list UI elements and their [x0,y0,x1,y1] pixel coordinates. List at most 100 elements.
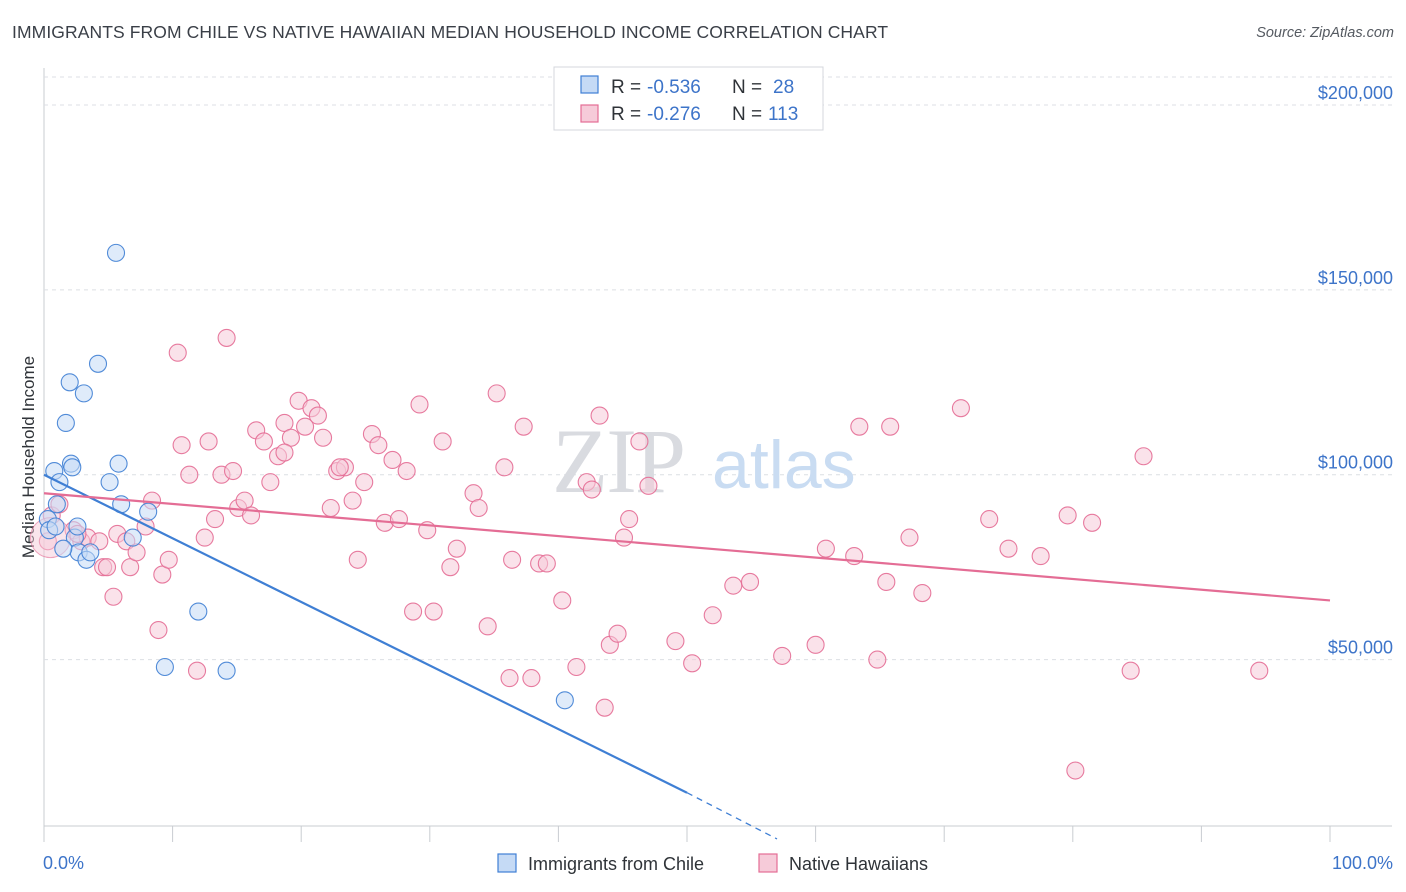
data-point-chile [109,454,128,473]
y-tick-label: $200,000 [1318,83,1393,103]
data-point-native-hawaiian [469,498,488,518]
data-point-native-hawaiian [348,550,367,569]
data-point-native-hawaiian [330,458,349,477]
legend-n-value-2: 113 [768,104,798,125]
data-point-native-hawaiian [595,698,614,717]
y-tick-labels: $50,000 $100,000 $150,000 $200,000 [1318,83,1393,658]
data-point-native-hawaiian [314,428,333,447]
data-point-chile [139,502,158,521]
data-point-native-hawaiian [355,473,374,492]
data-point-native-hawaiian [195,528,214,547]
series-legend: Immigrants from Chile Native Hawaiians [497,853,928,874]
data-point-chile [100,473,119,492]
data-point-native-hawaiian [868,650,887,669]
legend-box [553,66,824,131]
bottom-legend-label-chile: Immigrants from Chile [528,854,704,874]
data-point-native-hawaiian [500,669,519,688]
legend-r-value-1: -0.536 [647,77,701,98]
data-point-native-hawaiian [877,572,896,592]
data-point-native-hawaiian [881,417,900,436]
trend-line-native-hawaiians [43,492,1331,602]
data-point-native-hawaiian [199,432,218,451]
data-point-native-hawaiian [447,539,466,558]
data-point-native-hawaiian [180,465,199,484]
gridlines [44,76,1392,661]
data-point-native-hawaiian [397,461,416,481]
data-point-native-hawaiian [980,510,999,529]
data-point-native-hawaiian [806,635,825,654]
data-point-native-hawaiian [441,558,460,577]
legend-swatch-pink [580,104,599,123]
data-point-chile [189,602,208,621]
data-point-native-hawaiian [608,624,627,643]
data-point-chile [217,661,236,680]
y-tick-label: $100,000 [1318,453,1393,473]
data-point-native-hawaiian [172,436,191,455]
data-point-native-hawaiian [343,491,362,510]
data-point-native-hawaiian [816,539,835,558]
data-point-native-hawaiian [389,510,408,529]
source-label: Source: ZipAtlas.com [1256,25,1394,41]
data-point-native-hawaiian [614,528,634,547]
data-point-native-hawaiian [537,554,556,573]
data-point-native-hawaiian [1031,547,1050,566]
watermark-zip: ZIP [552,410,684,512]
data-point-chile [123,528,142,547]
data-point-native-hawaiian [1121,661,1140,680]
y-tick-label: $50,000 [1328,638,1393,658]
data-point-native-hawaiian [850,417,869,436]
data-point-native-hawaiian [495,458,514,477]
data-point-native-hawaiian [404,602,423,621]
data-point-native-hawaiian [478,617,497,636]
data-point-native-hawaiian [740,572,760,592]
data-point-native-hawaiian [369,436,388,455]
legend-n-label-1: N = [732,77,762,98]
data-point-native-hawaiian [999,539,1018,558]
legend-swatch-blue [580,75,599,94]
data-point-native-hawaiian [683,654,702,673]
data-point-chile [54,539,73,558]
trend-line-chile [43,473,688,794]
data-point-native-hawaiian [703,606,722,625]
correlation-legend: R = -0.536 N = 28 R = -0.276 N = 113 [553,66,824,131]
series-native-hawaiians [29,328,1269,780]
data-point-native-hawaiian [159,550,178,569]
data-point-native-hawaiian [724,576,743,595]
data-point-chile [47,495,66,514]
data-point-native-hawaiian [205,510,225,529]
trend-lines [43,473,1331,840]
data-point-native-hawaiian [187,661,207,680]
data-point-native-hawaiian [383,450,402,469]
data-point-native-hawaiian [254,432,273,451]
data-point-chile [68,517,87,536]
data-point-native-hawaiian [410,395,429,414]
watermark-atlas: atlas [712,427,856,503]
bottom-legend-swatch-pink [758,853,778,873]
data-point-native-hawaiian [1250,661,1269,680]
data-point-native-hawaiian [1083,513,1102,532]
y-axis-label: Median Household Income [19,356,38,558]
data-point-native-hawaiian [582,480,601,499]
data-point-chile [56,413,75,433]
data-point-native-hawaiian [424,602,443,621]
chart-title: IMMIGRANTS FROM CHILE VS NATIVE HAWAIIAN… [12,22,889,42]
legend-r-value-2: -0.276 [647,104,701,125]
series-immigrants-from-chile [38,243,574,710]
data-point-native-hawaiian [900,528,919,547]
data-point-native-hawaiian [913,584,932,603]
data-point-native-hawaiian [1134,447,1153,466]
data-point-chile [74,384,93,403]
legend-r-label-2: R = [611,104,641,125]
data-point-native-hawaiian [433,432,452,451]
data-point-chile [46,517,65,536]
data-point-chile [106,243,126,262]
data-point-native-hawaiian [639,476,658,495]
data-point-native-hawaiian [590,406,609,425]
data-point-native-hawaiian [217,328,236,347]
data-point-native-hawaiian [553,591,572,610]
bottom-legend-label-hawaiians: Native Hawaiians [789,854,928,874]
data-point-native-hawaiian [1058,506,1077,525]
data-point-native-hawaiian [223,461,243,481]
y-tick-label: $150,000 [1318,268,1393,288]
